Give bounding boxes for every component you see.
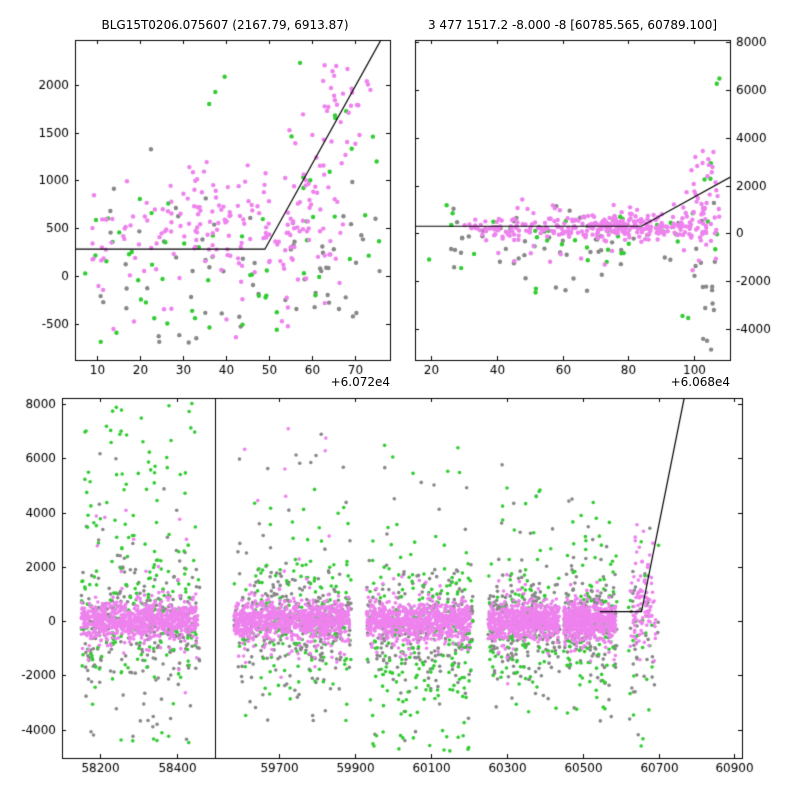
- panel-title-top-right: 3 477 1517.2 -8.000 -8 [60785.565, 60789…: [427, 18, 718, 32]
- x-axis-offset-label-top-right: +6.068e4: [670, 375, 730, 389]
- panel-title-top-left: BLG15T0206.075607 (2167.79, 6913.87): [101, 18, 349, 32]
- x-axis-offset-label-top-left: +6.072e4: [330, 375, 390, 389]
